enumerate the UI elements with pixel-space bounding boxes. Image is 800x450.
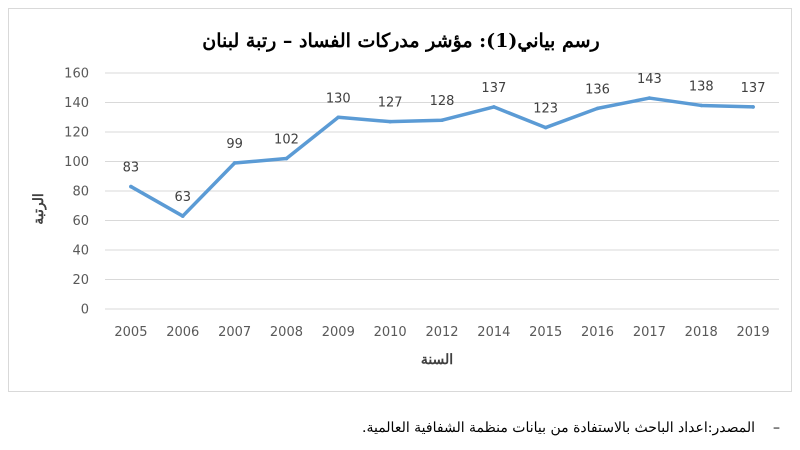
x-axis-title: السنة xyxy=(421,352,453,368)
line-chart: رسم بياني(1): مؤشر مدركات الفساد – رتبة … xyxy=(31,30,779,368)
data-point xyxy=(751,105,755,109)
y-tick-label: 60 xyxy=(72,214,89,229)
data-point xyxy=(492,105,496,109)
y-tick-label: 0 xyxy=(81,303,89,318)
data-label: 136 xyxy=(585,82,610,97)
y-tick-label: 120 xyxy=(64,126,89,141)
x-tick-label: 2018 xyxy=(685,325,718,340)
x-tick-label: 2019 xyxy=(737,325,770,340)
data-point xyxy=(699,103,704,108)
series-line xyxy=(129,96,755,218)
data-label: 137 xyxy=(741,81,766,96)
y-axis-title: الرتبة xyxy=(31,193,47,225)
x-tick-label: 2015 xyxy=(529,325,562,340)
data-label: 123 xyxy=(533,102,558,117)
x-tick-label: 2012 xyxy=(425,325,458,340)
data-label: 127 xyxy=(378,96,403,111)
x-tick-label: 2005 xyxy=(114,325,147,340)
source-text: المصدر:اعداد الباحث بالاستفادة من بيانات… xyxy=(362,420,755,436)
y-tick-label: 100 xyxy=(64,155,89,170)
source-dash: – xyxy=(773,420,780,436)
x-tick-label: 2007 xyxy=(218,325,251,340)
x-tick-label: 2017 xyxy=(633,325,666,340)
data-label: 143 xyxy=(637,72,662,87)
y-tick-label: 20 xyxy=(72,273,89,288)
data-point xyxy=(595,106,600,111)
data-point xyxy=(232,161,237,165)
data-label: 99 xyxy=(226,137,243,152)
data-labels: 83 63 99 102 130 127 128 137 123 136 143 138 137 xyxy=(123,72,766,205)
chart-frame: رسم بياني(1): مؤشر مدركات الفساد – رتبة … xyxy=(8,8,792,392)
x-tick-label: 2006 xyxy=(166,325,199,340)
data-point xyxy=(647,96,652,100)
data-label: 128 xyxy=(430,94,455,109)
y-tick-label: 80 xyxy=(72,185,89,200)
y-tick-label: 140 xyxy=(64,96,89,111)
data-point xyxy=(284,156,289,161)
source-note: – المصدر:اعداد الباحث بالاستفادة من بيانا… xyxy=(362,420,780,436)
x-tick-label: 2016 xyxy=(581,325,614,340)
data-label: 102 xyxy=(274,133,299,148)
x-tick-label: 2008 xyxy=(270,325,303,340)
x-tick-label: 2010 xyxy=(374,325,407,340)
gridlines xyxy=(105,72,779,310)
x-tick-label: 2014 xyxy=(477,325,510,340)
data-point xyxy=(388,119,392,124)
data-label: 83 xyxy=(123,161,140,176)
series-layer xyxy=(129,96,755,218)
data-label: 137 xyxy=(481,81,506,96)
data-point xyxy=(336,115,341,120)
data-point xyxy=(129,184,133,189)
y-tick-label: 160 xyxy=(64,67,89,82)
data-point xyxy=(440,118,444,122)
y-tick-label: 40 xyxy=(72,244,89,259)
x-tick-label: 2009 xyxy=(322,325,355,340)
data-label: 138 xyxy=(689,79,714,94)
y-axis-ticks: 0 20 40 60 80 100 120 140 160 xyxy=(64,67,89,318)
data-point xyxy=(180,214,185,218)
data-label: 130 xyxy=(326,91,351,106)
chart-title: رسم بياني(1): مؤشر مدركات الفساد – رتبة … xyxy=(202,30,599,53)
data-point xyxy=(543,125,548,130)
data-label: 63 xyxy=(174,190,191,205)
x-axis-ticks: 2005 2006 2007 2008 2009 2010 2012 2014 2015 2016… xyxy=(114,325,769,340)
